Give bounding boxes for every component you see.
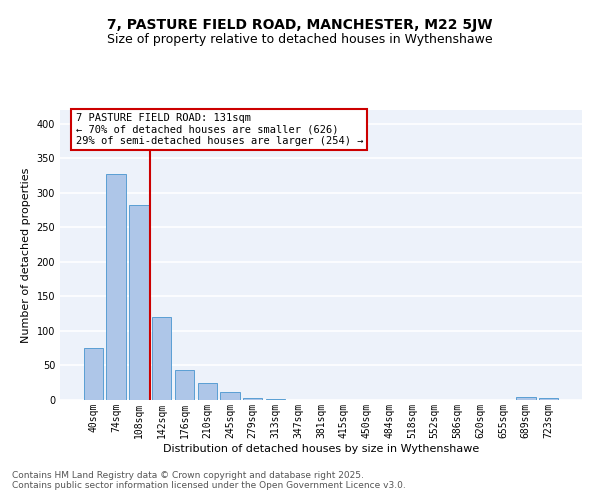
Bar xyxy=(152,317,172,400)
Bar xyxy=(129,204,149,400)
Bar xyxy=(539,398,558,400)
Bar xyxy=(197,384,217,400)
Bar xyxy=(175,370,194,400)
Text: 7, PASTURE FIELD ROAD, MANCHESTER, M22 5JW: 7, PASTURE FIELD ROAD, MANCHESTER, M22 5… xyxy=(107,18,493,32)
Y-axis label: Number of detached properties: Number of detached properties xyxy=(21,168,31,342)
Text: Size of property relative to detached houses in Wythenshawe: Size of property relative to detached ho… xyxy=(107,32,493,46)
Bar xyxy=(84,348,103,400)
Bar xyxy=(516,396,536,400)
Bar xyxy=(220,392,239,400)
Text: 7 PASTURE FIELD ROAD: 131sqm
← 70% of detached houses are smaller (626)
29% of s: 7 PASTURE FIELD ROAD: 131sqm ← 70% of de… xyxy=(76,113,363,146)
Bar xyxy=(243,398,262,400)
X-axis label: Distribution of detached houses by size in Wythenshawe: Distribution of detached houses by size … xyxy=(163,444,479,454)
Bar xyxy=(106,174,126,400)
Text: Contains HM Land Registry data © Crown copyright and database right 2025.
Contai: Contains HM Land Registry data © Crown c… xyxy=(12,470,406,490)
